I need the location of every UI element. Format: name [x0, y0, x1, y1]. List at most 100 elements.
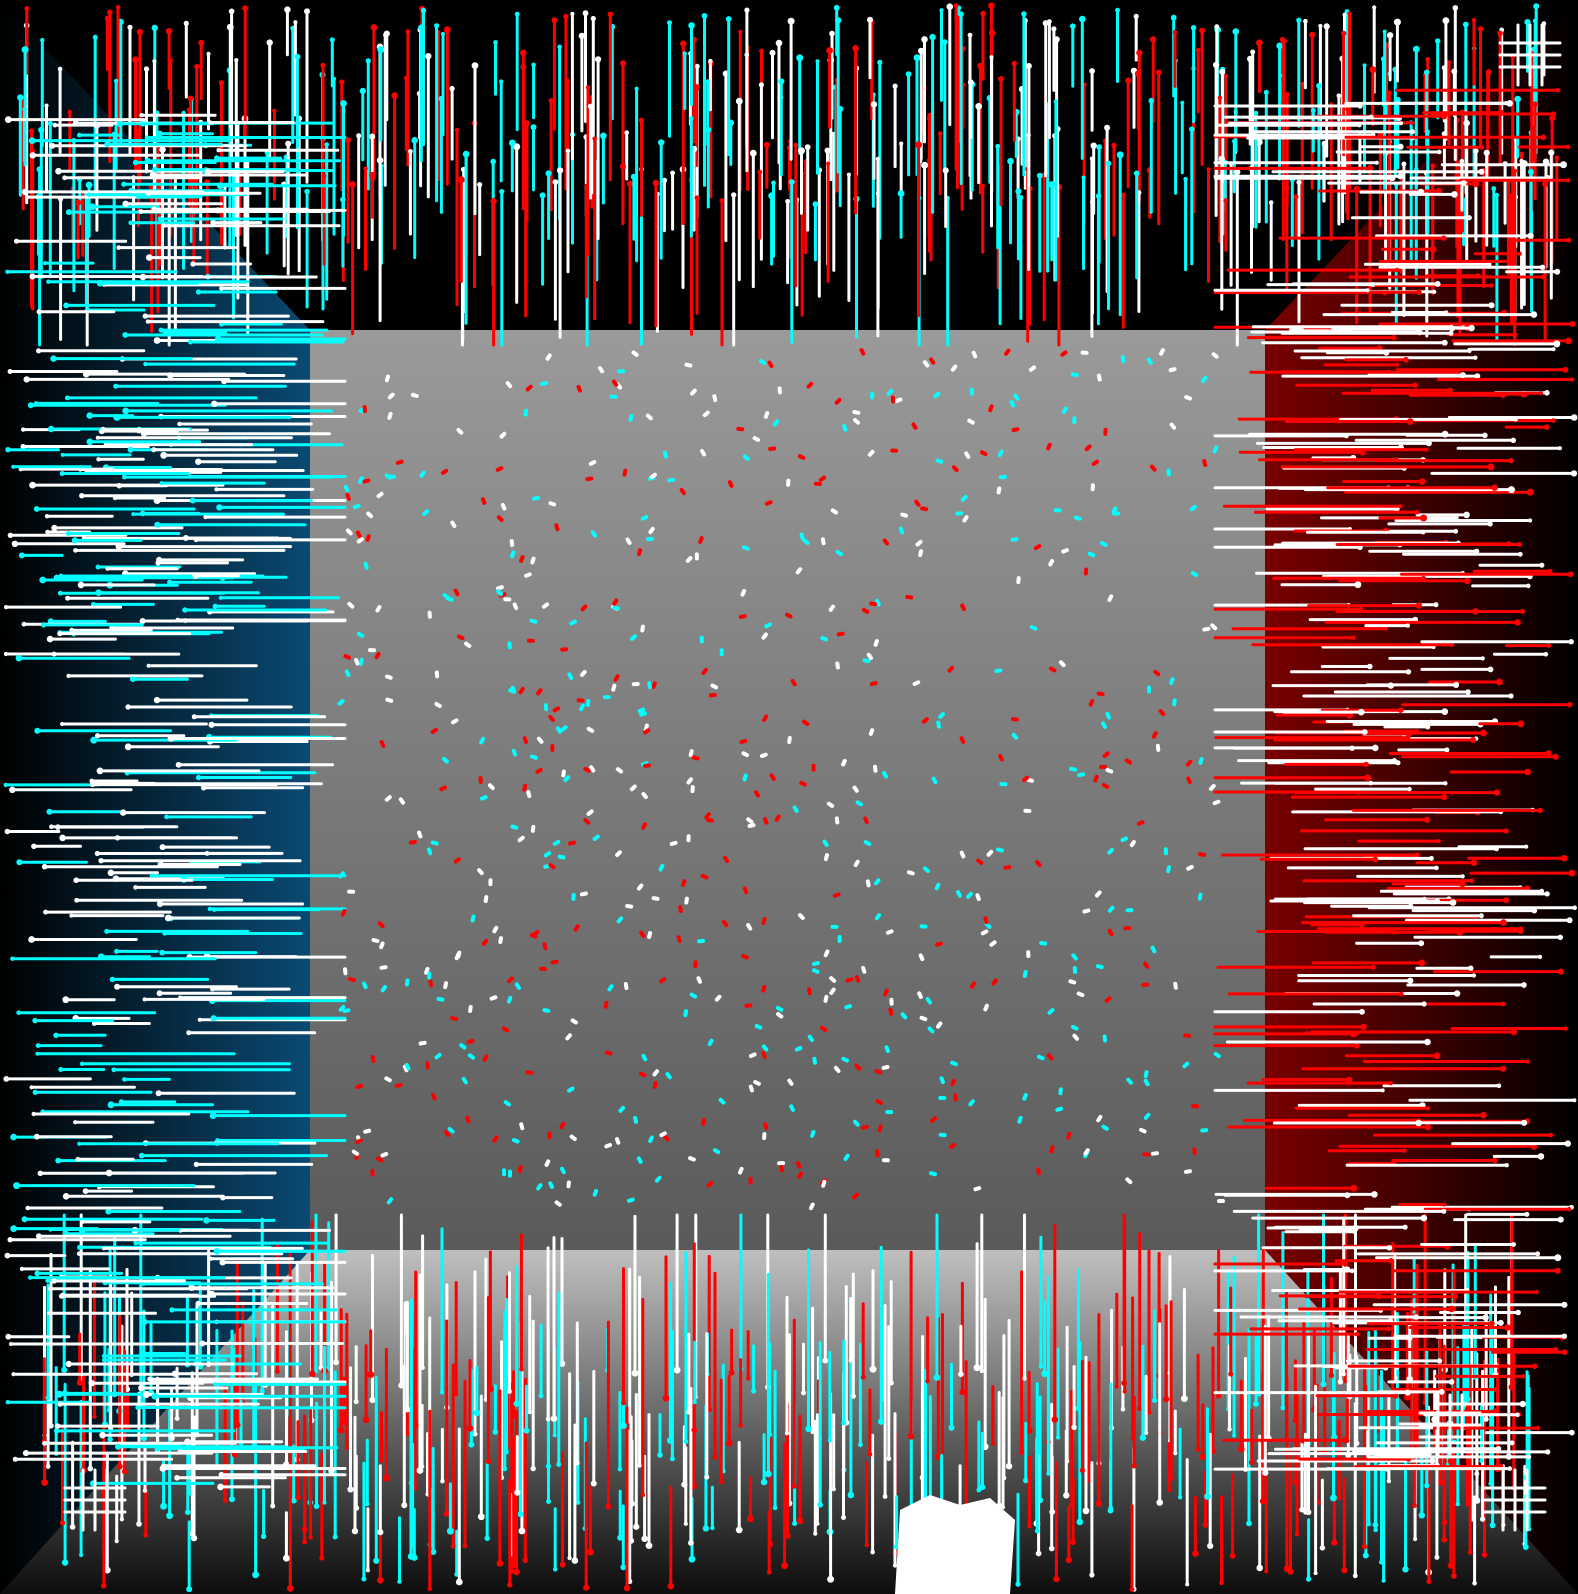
right-stroke-head — [1350, 1184, 1358, 1192]
center-mark — [443, 981, 449, 990]
left-stroke-head — [167, 372, 174, 379]
top-stroke-head — [877, 59, 883, 65]
bottom-stroke-head — [504, 1449, 509, 1455]
bottom-stroke-head — [1451, 1573, 1457, 1579]
top-stroke-head — [1042, 20, 1049, 27]
center-mark — [853, 1119, 860, 1127]
top-stroke-head — [47, 120, 53, 127]
bottom-stroke-head — [1199, 1453, 1207, 1461]
bottom-stroke-head — [1402, 1566, 1409, 1573]
left-stroke-head — [192, 572, 199, 579]
center-mark — [636, 1156, 643, 1164]
top-stroke-head — [796, 54, 804, 62]
top-stroke-head — [595, 56, 602, 63]
left-stroke-head — [66, 673, 71, 679]
left-stroke-head — [11, 464, 16, 469]
bottom-stroke-head — [623, 1584, 631, 1592]
right-stroke-head — [1537, 807, 1543, 814]
center-mark — [975, 893, 981, 901]
left-stroke-head — [65, 595, 71, 601]
right-stroke-head — [1359, 1008, 1365, 1015]
bottom-stroke-head — [765, 1470, 772, 1478]
bottom-stroke-head — [1035, 1550, 1042, 1557]
right-stroke-head — [1503, 828, 1509, 834]
top-stroke-head — [151, 24, 158, 32]
bottom-stroke-head — [450, 1543, 456, 1549]
bottom-stroke-head — [302, 1539, 308, 1545]
left-stroke-head — [116, 245, 121, 250]
center-mark — [1039, 941, 1048, 946]
top-stroke-head — [405, 29, 411, 34]
center-mark — [1210, 623, 1218, 631]
center-mark — [967, 418, 975, 425]
right-stroke-head — [1448, 1305, 1455, 1313]
left-stroke-head — [57, 630, 63, 637]
center-mark — [607, 984, 614, 992]
center-mark — [991, 978, 998, 986]
left-stroke-head — [124, 743, 132, 751]
top-stroke-head — [1452, 5, 1459, 11]
left-stroke-head — [186, 1030, 192, 1036]
top-stroke-head — [694, 63, 700, 69]
top-stroke-head — [892, 83, 898, 89]
top-stroke-head — [988, 2, 995, 10]
bottom-stroke-head — [121, 1468, 128, 1475]
top-stroke-head — [92, 34, 98, 40]
center-mark — [855, 800, 863, 807]
center-mark — [925, 997, 932, 1005]
center-mark — [929, 1171, 937, 1177]
bottom-stroke-head — [1259, 1498, 1266, 1505]
left-stroke-head — [5, 447, 11, 453]
center-mark — [688, 1156, 696, 1162]
center-mark — [833, 1065, 841, 1073]
left-stroke-head — [11, 1372, 16, 1377]
right-stroke-head — [1492, 1408, 1499, 1415]
center-mark — [950, 1078, 957, 1087]
center-mark — [1185, 759, 1193, 767]
center-mark — [822, 839, 829, 847]
top-stroke-head — [545, 170, 552, 177]
center-mark — [794, 1046, 803, 1052]
bottom-stroke-head — [107, 1436, 113, 1443]
top-stroke-head — [284, 6, 291, 13]
center-mark — [742, 454, 750, 461]
center-mark — [579, 703, 585, 712]
center-mark — [1107, 594, 1114, 602]
right-stroke-head — [1506, 100, 1513, 107]
top-stroke-head — [21, 46, 29, 54]
bottom-stroke-head — [468, 1441, 475, 1448]
top-stroke-head — [670, 170, 675, 176]
bottom-stroke-head — [412, 1422, 420, 1429]
center-mark — [404, 1062, 411, 1071]
bottom-stroke-head — [496, 1560, 504, 1567]
left-stroke-head — [35, 1043, 41, 1048]
bottom-stroke-head — [1424, 1483, 1430, 1489]
left-stroke-head — [118, 1099, 124, 1105]
left-stroke-head — [21, 1216, 28, 1223]
center-mark — [950, 364, 958, 372]
top-stroke-head — [1435, 38, 1441, 44]
center-mark — [785, 612, 793, 619]
bottom-stroke-head — [513, 1568, 520, 1576]
center-mark — [1143, 1112, 1151, 1120]
center-mark — [753, 790, 760, 798]
center-mark — [501, 1026, 510, 1033]
center-mark — [481, 497, 487, 505]
left-stroke-head — [171, 1370, 179, 1377]
top-stroke-head — [926, 158, 932, 163]
left-stroke-head — [82, 370, 90, 378]
top-stroke-head — [44, 103, 49, 108]
center-mark — [955, 511, 964, 516]
left-stroke-head — [105, 1208, 112, 1215]
bottom-stroke-head — [518, 1527, 526, 1535]
right-stroke-head — [1540, 274, 1546, 280]
bottom-stroke-head — [688, 1555, 696, 1563]
bottom-stroke-head — [1095, 1500, 1103, 1507]
left-stroke-head — [157, 861, 164, 868]
center-mark — [352, 503, 361, 510]
top-stroke-head — [531, 62, 536, 68]
left-stroke-head — [48, 1286, 53, 1292]
center-mark — [1212, 799, 1221, 806]
center-mark — [883, 988, 889, 997]
center-mark — [338, 871, 346, 879]
